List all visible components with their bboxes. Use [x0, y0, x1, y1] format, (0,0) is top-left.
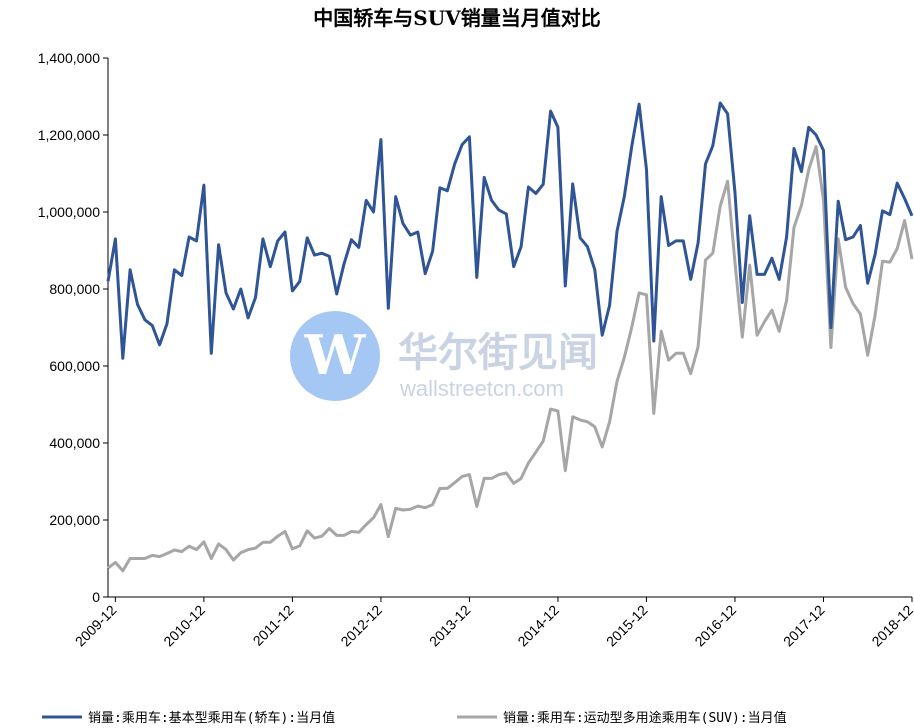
watermark-logo-circle	[290, 311, 380, 401]
legend-label: 销量:乘用车:运动型多用途乘用车(SUV):当月值	[503, 710, 787, 726]
watermark: W 华尔街见闻 wallstreetcn.com	[290, 311, 598, 401]
watermark-logo-letter: W	[304, 323, 367, 387]
series-line-1	[106, 101, 914, 360]
x-tick-label: 2015-12	[603, 602, 651, 650]
y-tick-label: 0	[92, 589, 100, 605]
y-tick-label: 400,000	[49, 435, 100, 451]
x-tick-label: 2011-12	[250, 602, 297, 649]
chart-title: 中国轿车与SUV销量当月值对比	[313, 6, 601, 30]
x-tick-label: 2016-12	[691, 602, 739, 650]
x-tick-label: 2010-12	[160, 602, 208, 650]
series-line-2	[107, 145, 914, 573]
y-axis-ticks: 0 200,000 400,000 600,000 800,000 1,000,000 1,…	[38, 50, 108, 605]
y-tick-label: 1,200,000	[38, 127, 100, 143]
watermark-name-en: wallstreetcn.com	[399, 376, 564, 401]
x-tick-label: 2014-12	[514, 602, 562, 650]
x-tick-label: 2009-12	[72, 602, 120, 650]
x-tick-label: 2013-12	[426, 602, 474, 650]
y-tick-label: 200,000	[49, 512, 100, 528]
y-tick-label: 1,400,000	[38, 50, 100, 66]
x-tick-label: 2017-12	[780, 602, 828, 650]
axes	[107, 58, 912, 598]
legend-label: 销量:乘用车:基本型乘用车(轿车):当月值	[88, 710, 335, 726]
x-axis-ticks: 2009-12 2010-12 2011-12 2012-12 2013-12 2014-…	[72, 597, 914, 649]
legend: 销量:乘用车:基本型乘用车(轿车):当月值 销量:乘用车:运动型多用途乘用车(SU…	[42, 710, 787, 726]
y-tick-label: 1,000,000	[38, 204, 100, 220]
x-tick-label: 2012-12	[337, 602, 385, 650]
y-tick-label: 800,000	[49, 281, 100, 297]
y-tick-label: 600,000	[49, 358, 100, 374]
series-lines	[106, 101, 914, 573]
watermark-name-cn: 华尔街见闻	[398, 329, 598, 376]
x-tick-label: 2018-12	[868, 602, 914, 650]
